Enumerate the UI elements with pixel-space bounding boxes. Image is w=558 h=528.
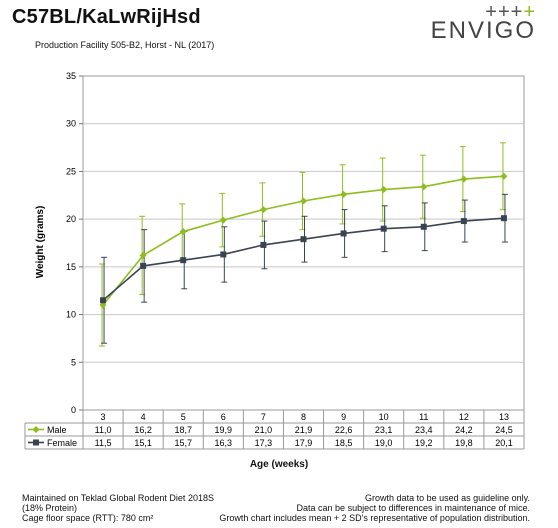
data-point-male	[259, 206, 267, 214]
data-point-male	[460, 175, 468, 183]
x-tick-label: 4	[141, 412, 146, 422]
x-tick-label: 12	[459, 412, 469, 422]
y-tick-label: 30	[66, 119, 76, 129]
footer-right: Growth data to be used as guideline only…	[219, 493, 530, 523]
data-label-male: 22,6	[335, 425, 353, 435]
data-point-female	[460, 218, 467, 225]
data-label-female: 20,1	[495, 438, 513, 448]
legend-entry-male: Male	[47, 425, 67, 435]
y-tick-label: 5	[71, 357, 76, 367]
y-tick-label: 10	[66, 310, 76, 320]
x-tick-label: 11	[419, 412, 428, 422]
page-title: C57BL/KaLwRijHsd	[12, 6, 201, 28]
legend-entry-female: Female	[47, 438, 77, 448]
x-tick-label: 13	[499, 412, 509, 422]
y-tick-label: 15	[66, 262, 76, 272]
data-label-male: 21,0	[255, 425, 273, 435]
x-tick-label: 6	[221, 412, 226, 422]
data-label-female: 15,7	[174, 438, 192, 448]
x-tick-label: 9	[341, 412, 346, 422]
x-tick-label: 10	[379, 412, 389, 422]
data-point-female	[420, 223, 427, 230]
y-tick-label: 35	[66, 71, 76, 81]
data-label-male: 11,0	[95, 425, 112, 435]
footer-protein: (18% Protein)	[22, 503, 78, 513]
footer-left: Maintained on Teklad Global Rodent Diet …	[22, 493, 214, 523]
footer-sd-note: Growth chart includes mean + 2 SD's repr…	[219, 513, 530, 523]
x-axis-label: Age (weeks)	[249, 459, 309, 470]
data-table: 3 4 5 6 7 8 9 10 11 12 13 Male 11,0 16,2 18,7 19,9 21,0 2…	[24, 410, 525, 450]
data-label-male: 24,5	[495, 425, 513, 435]
data-point-male	[420, 183, 428, 191]
y-axis: 0 5 10 15 20 25 30 35	[66, 71, 83, 415]
data-point-male	[340, 190, 348, 198]
data-point-female	[260, 241, 267, 248]
data-point-female	[340, 230, 347, 237]
data-label-female: 19,0	[375, 438, 393, 448]
data-label-male: 19,9	[215, 425, 233, 435]
data-label-male: 23,4	[415, 425, 433, 435]
footer-guideline: Growth data to be used as guideline only…	[365, 493, 530, 503]
data-label-female: 16,3	[215, 438, 233, 448]
x-tick-label: 3	[101, 412, 106, 422]
plot-frame	[82, 75, 525, 411]
data-point-female	[180, 257, 187, 264]
data-point-male	[300, 197, 307, 205]
footer-maintenance: Data can be subject to differences in ma…	[296, 503, 530, 513]
data-label-female: 19,8	[455, 438, 473, 448]
data-point-female	[500, 215, 507, 222]
footer-diet: Maintained on Teklad Global Rodent Diet …	[22, 493, 214, 503]
data-point-female	[140, 262, 147, 269]
y-axis-label: Weight (grams)	[35, 206, 46, 279]
data-point-female	[300, 236, 307, 243]
data-point-female	[220, 251, 227, 258]
data-label-female: 17,3	[255, 438, 273, 448]
data-point-male	[500, 172, 508, 180]
page-subtitle: Production Facility 505-B2, Horst - NL (…	[35, 40, 215, 50]
data-point-female	[100, 297, 107, 304]
series-line-female	[102, 217, 505, 301]
data-label-female: 11,5	[95, 438, 112, 448]
series-markers	[99, 172, 508, 309]
grid-lines	[82, 75, 525, 411]
data-label-male: 18,7	[174, 425, 192, 435]
data-point-male	[139, 251, 147, 259]
data-point-male	[179, 228, 187, 236]
data-label-male: 24,2	[455, 425, 473, 435]
data-point-male	[380, 186, 388, 194]
logo-wordmark: ENVIGO	[430, 17, 536, 44]
data-label-female: 15,1	[134, 438, 152, 448]
y-tick-label: 20	[66, 214, 76, 224]
data-label-female: 18,5	[335, 438, 353, 448]
data-point-female	[380, 225, 387, 232]
logo-plus-marks: ++++	[485, 1, 536, 23]
data-point-male	[219, 216, 227, 224]
data-label-male: 23,1	[375, 425, 393, 435]
footer-cage-space: Cage floor space (RTT): 780 cm²	[22, 513, 154, 523]
x-tick-label: 5	[181, 412, 186, 422]
data-point-male	[99, 301, 107, 309]
data-label-female: 19,2	[415, 438, 433, 448]
data-label-male: 16,2	[134, 425, 152, 435]
y-tick-label: 25	[66, 166, 76, 176]
y-tick-label: 0	[71, 405, 76, 415]
x-tick-label: 8	[301, 412, 306, 422]
x-tick-label: 7	[261, 412, 266, 422]
legend-key-marker	[33, 439, 39, 446]
data-label-male: 21,9	[295, 425, 313, 435]
data-label-female: 17,9	[295, 438, 313, 448]
legend-key-marker	[32, 426, 40, 433]
envigo-logo: ++++ ENVIGO	[416, 1, 536, 47]
